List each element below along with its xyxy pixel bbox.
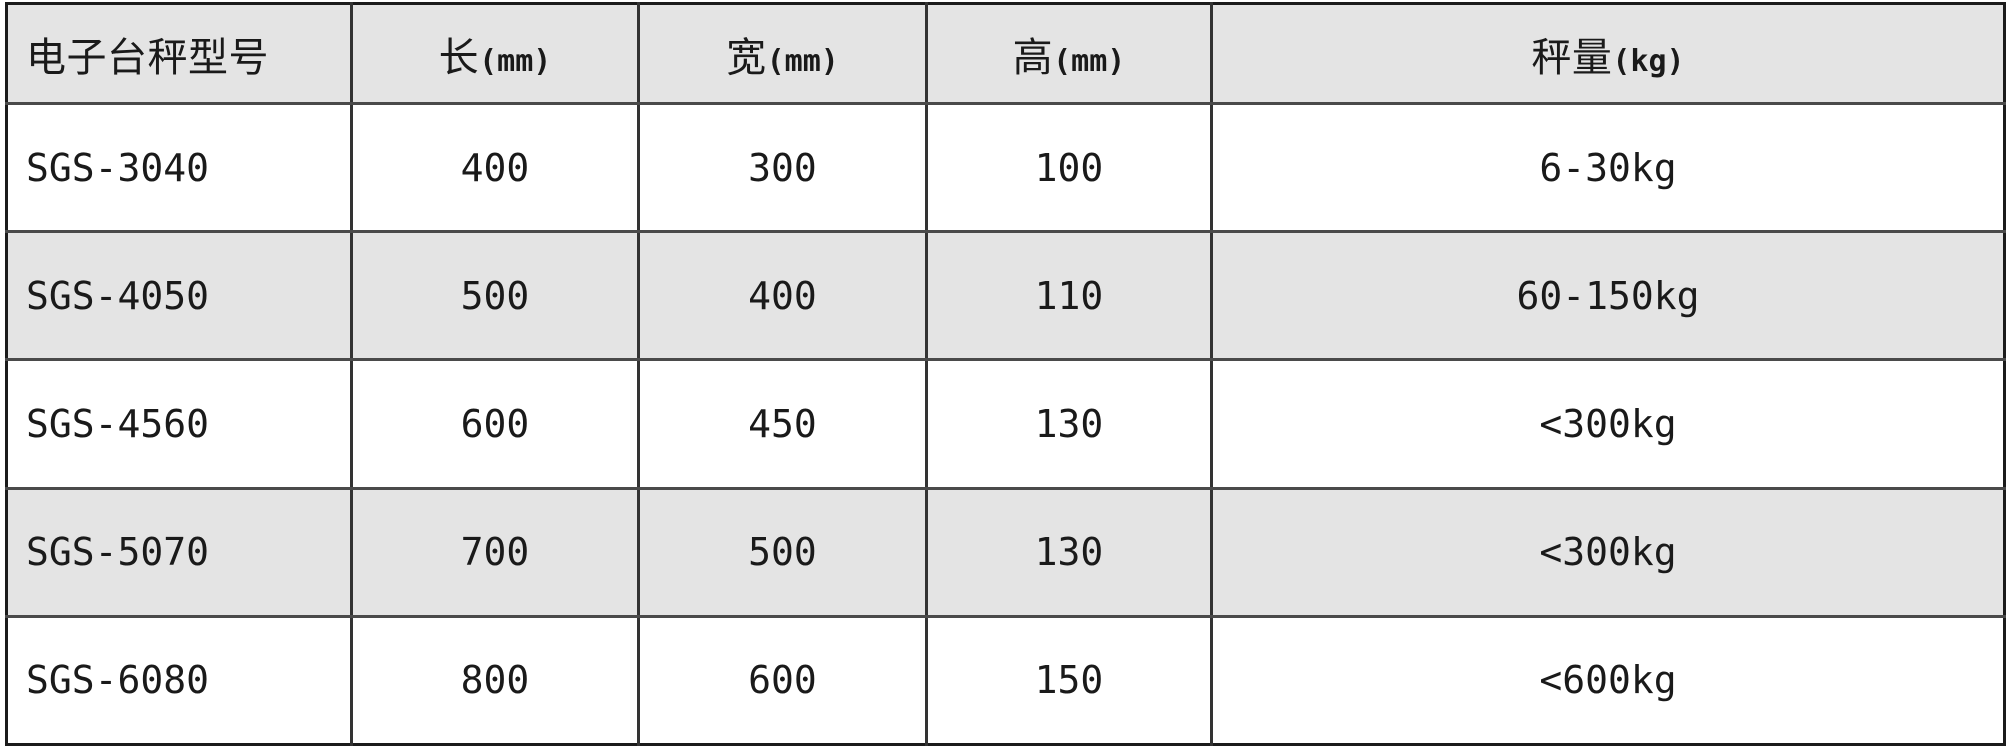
column-header-length: 长(mm) xyxy=(351,3,640,105)
column-header-length-label: 长 xyxy=(438,34,480,81)
column-header-height: 高(mm) xyxy=(926,3,1213,105)
cell-width: 300 xyxy=(638,103,928,234)
table-row: SGS-6080 800 600 150 <600kg xyxy=(6,616,2005,745)
column-header-capacity-label: 秤量 xyxy=(1531,34,1613,81)
cell-model: SGS-5070 xyxy=(6,488,353,618)
table-row: SGS-5070 700 500 130 <300kg xyxy=(6,488,2005,618)
column-header-capacity: 秤量(kg) xyxy=(1211,3,2005,105)
cell-capacity: 6-30kg xyxy=(1211,103,2005,234)
cell-length: 600 xyxy=(351,359,640,490)
cell-capacity: <600kg xyxy=(1211,616,2005,745)
cell-capacity: <300kg xyxy=(1211,359,2005,490)
cell-width: 400 xyxy=(638,231,928,362)
table-row: SGS-4560 600 450 130 <300kg xyxy=(6,359,2005,490)
electronic-platform-scale-spec-table: 电子台秤型号 长(mm) 宽(mm) 高(mm) 秤量(kg) SGS-3040 xyxy=(5,2,2006,746)
cell-capacity: 60-150kg xyxy=(1211,231,2005,362)
cell-height: 130 xyxy=(926,488,1213,618)
cell-capacity: <300kg xyxy=(1211,488,2005,618)
cell-length: 800 xyxy=(351,616,640,745)
table-body: SGS-3040 400 300 100 6-30kg SGS-4050 500… xyxy=(6,103,2005,745)
column-header-width-unit: (mm) xyxy=(766,43,839,79)
table-row: SGS-3040 400 300 100 6-30kg xyxy=(6,103,2005,234)
table-row: SGS-4050 500 400 110 60-150kg xyxy=(6,231,2005,362)
column-header-height-unit: (mm) xyxy=(1053,43,1126,79)
cell-length: 500 xyxy=(351,231,640,362)
column-header-width: 宽(mm) xyxy=(638,3,928,105)
cell-length: 400 xyxy=(351,103,640,234)
cell-height: 100 xyxy=(926,103,1213,234)
cell-width: 600 xyxy=(638,616,928,745)
cell-length: 700 xyxy=(351,488,640,618)
column-header-capacity-unit: (kg) xyxy=(1612,43,1685,79)
cell-width: 450 xyxy=(638,359,928,490)
cell-width: 500 xyxy=(638,488,928,618)
column-header-model: 电子台秤型号 xyxy=(6,3,353,105)
cell-model: SGS-4560 xyxy=(6,359,353,490)
column-header-width-label: 宽 xyxy=(726,34,767,81)
column-header-model-label: 电子台秤型号 xyxy=(26,34,269,81)
cell-height: 110 xyxy=(926,231,1213,362)
cell-height: 150 xyxy=(926,616,1213,745)
header-row: 电子台秤型号 长(mm) 宽(mm) 高(mm) 秤量(kg) xyxy=(6,3,2005,105)
table-header: 电子台秤型号 长(mm) 宽(mm) 高(mm) 秤量(kg) xyxy=(6,3,2005,105)
cell-height: 130 xyxy=(926,359,1213,490)
column-header-height-label: 高 xyxy=(1012,34,1054,81)
column-header-length-unit: (mm) xyxy=(479,43,552,79)
cell-model: SGS-6080 xyxy=(6,616,353,745)
cell-model: SGS-4050 xyxy=(6,231,353,362)
cell-model: SGS-3040 xyxy=(6,103,353,234)
